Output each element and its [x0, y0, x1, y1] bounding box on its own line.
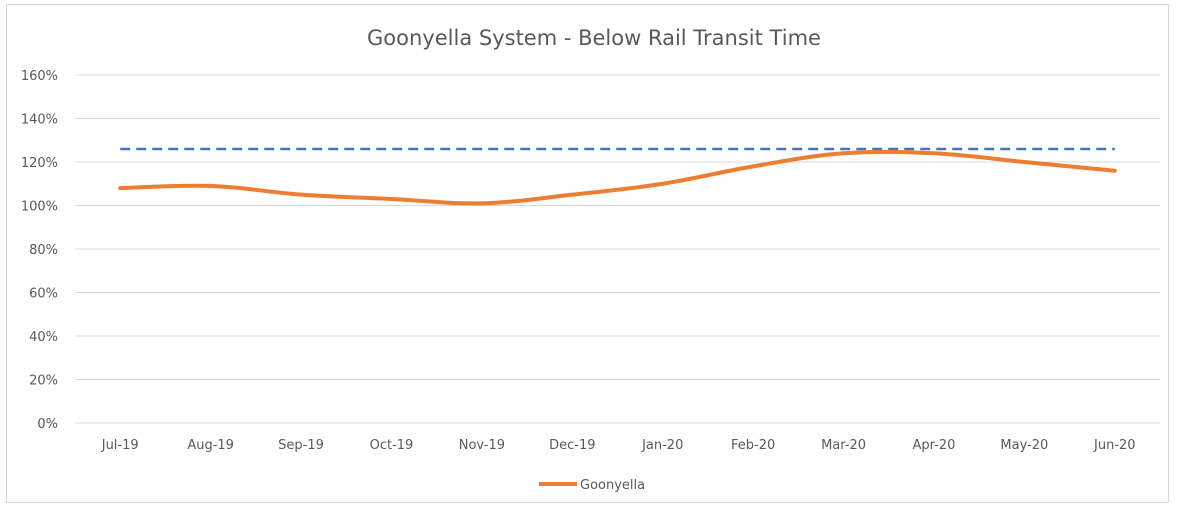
series-lines	[118, 149, 1117, 206]
chart-title: Goonyella System - Below Rail Transit Ti…	[367, 26, 821, 50]
y-tick-label-2: 40%	[29, 330, 58, 345]
y-tick-label-5: 100%	[21, 200, 58, 215]
x-tick-label-10: May-20	[1000, 438, 1048, 453]
x-axis-ticks: Jul-19 Aug-19 Sep-19 Oct-19 Nov-19 Dec-19 Jan-…	[101, 438, 1136, 453]
y-tick-label-7: 140%	[21, 113, 58, 128]
x-tick-label-8: Mar-20	[821, 438, 866, 453]
grid-lines	[75, 74, 1160, 424]
x-tick-label-7: Feb-20	[731, 438, 775, 453]
y-tick-label-6: 120%	[21, 156, 58, 171]
x-tick-label-0: Jul-19	[101, 438, 139, 453]
x-tick-label-5: Dec-19	[549, 438, 595, 453]
y-tick-label-1: 20%	[29, 374, 58, 389]
x-tick-label-9: Apr-20	[913, 438, 956, 453]
chart-frame	[6, 4, 1169, 503]
x-tick-label-2: Sep-19	[278, 438, 324, 453]
y-tick-label-4: 80%	[29, 243, 58, 258]
y-tick-label-3: 60%	[29, 287, 58, 302]
x-tick-label-3: Oct-19	[370, 438, 414, 453]
y-axis-ticks: 0% 20% 40% 60% 80% 100% 120% 140% 160%	[21, 69, 58, 432]
x-tick-label-11: Jun-20	[1093, 438, 1136, 453]
legend-label-goonyella: Goonyella	[580, 478, 645, 493]
y-tick-label-0: 0%	[37, 417, 58, 432]
x-tick-label-4: Nov-19	[459, 438, 505, 453]
y-tick-label-8: 160%	[21, 69, 58, 84]
legend: Goonyella	[539, 478, 645, 493]
x-tick-label-1: Aug-19	[187, 438, 234, 453]
series-line-0	[118, 149, 1117, 206]
x-tick-label-6: Jan-20	[641, 438, 683, 453]
